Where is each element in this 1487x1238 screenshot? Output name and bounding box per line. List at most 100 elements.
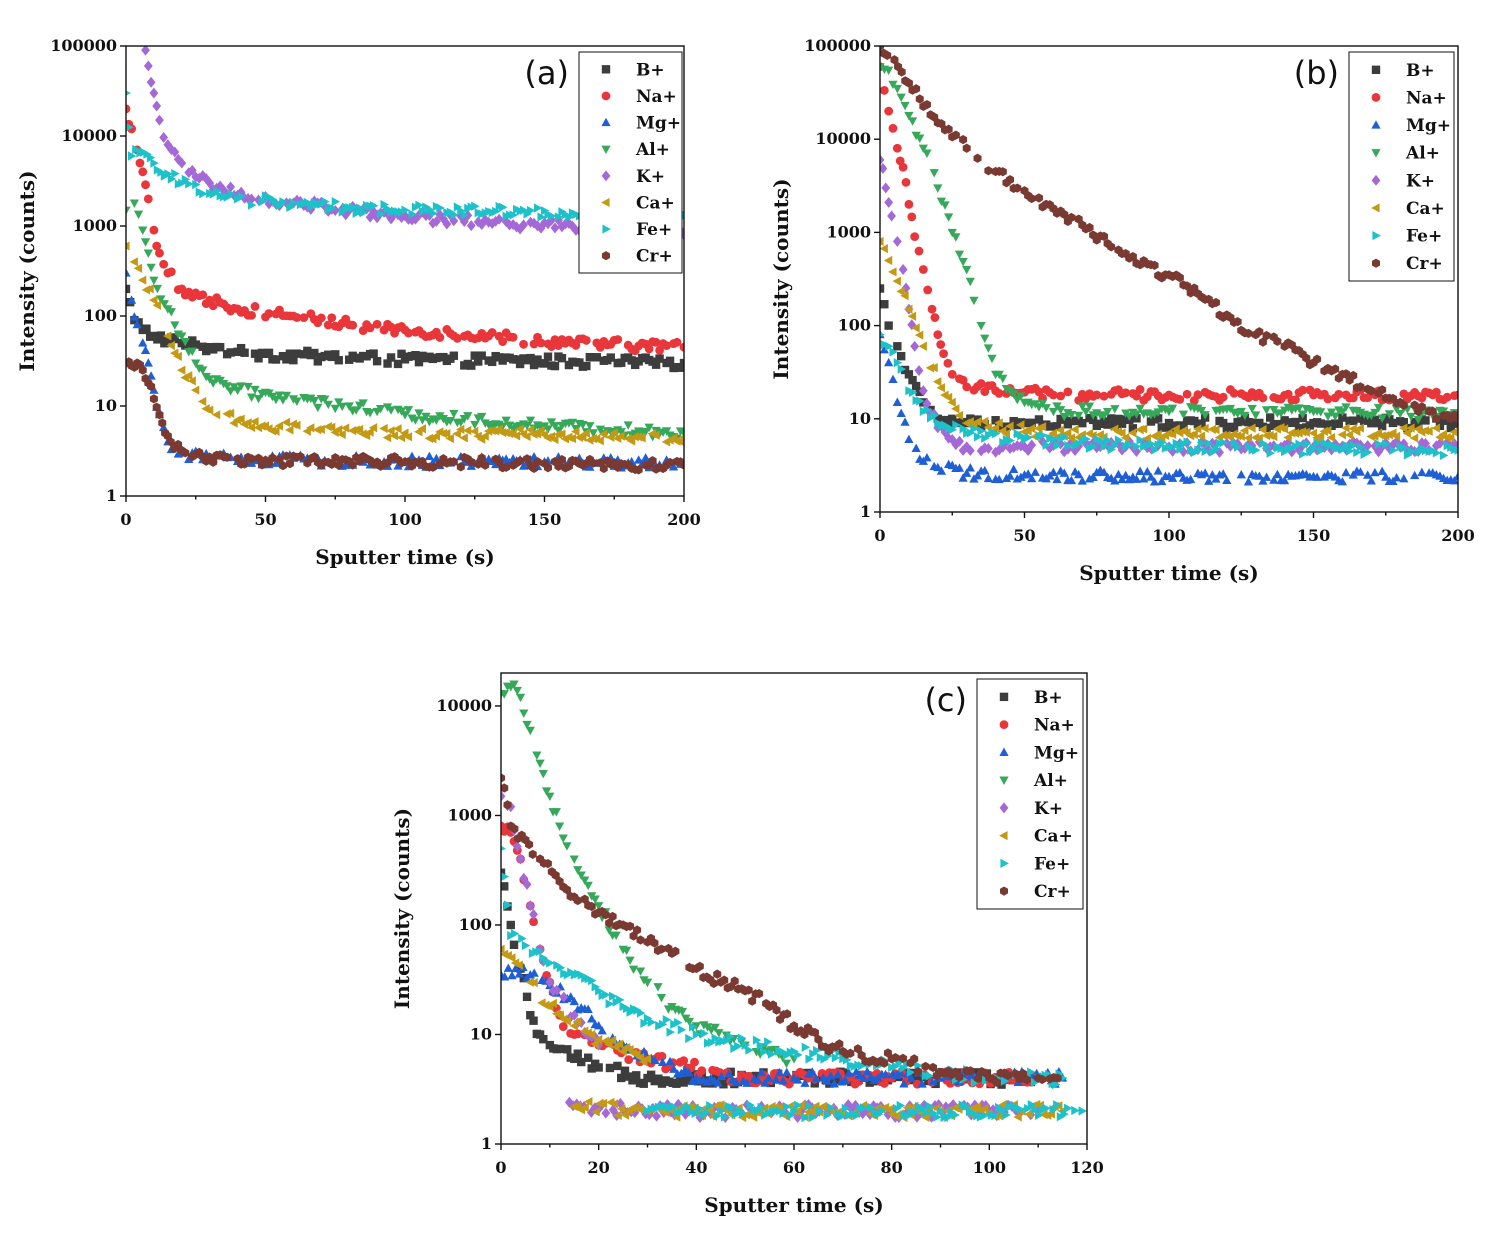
data-point <box>459 433 468 443</box>
data-point <box>1078 1106 1087 1116</box>
data-point <box>717 1106 726 1116</box>
data-point <box>137 275 147 285</box>
data-point <box>449 215 459 227</box>
data-point <box>509 680 519 689</box>
data-point <box>354 424 364 435</box>
data-point <box>1355 423 1365 433</box>
data-point <box>655 354 664 363</box>
data-point <box>411 350 420 360</box>
data-point <box>183 370 193 381</box>
data-point <box>1056 406 1066 415</box>
data-point <box>506 920 515 930</box>
data-point <box>724 1069 734 1078</box>
data-point <box>236 382 246 391</box>
data-point <box>959 134 968 145</box>
data-point <box>628 965 639 975</box>
data-point <box>386 406 396 415</box>
data-point <box>744 985 753 995</box>
data-point <box>651 430 660 440</box>
data-point <box>922 149 932 158</box>
series-Al-plus <box>501 680 799 1069</box>
data-point <box>1063 428 1072 438</box>
data-point <box>512 686 522 696</box>
data-point <box>580 1102 589 1113</box>
data-point <box>726 1031 735 1042</box>
legend-label: K+ <box>1406 171 1435 191</box>
data-point <box>1135 385 1145 394</box>
data-point <box>884 357 894 367</box>
data-point <box>197 396 207 407</box>
data-point <box>143 60 153 72</box>
data-point <box>135 158 145 168</box>
data-point <box>1120 433 1130 443</box>
y-tick-label: 10 <box>95 396 117 415</box>
data-point <box>143 358 153 367</box>
data-point <box>969 296 979 306</box>
data-point <box>915 94 924 104</box>
data-point <box>1067 212 1076 223</box>
data-point <box>979 416 989 426</box>
legend-label: Cr+ <box>636 247 673 267</box>
data-point <box>126 295 137 304</box>
data-point <box>185 179 194 189</box>
data-point <box>401 205 410 215</box>
data-point <box>1323 412 1333 421</box>
data-point <box>1319 426 1328 437</box>
data-point <box>679 434 684 440</box>
data-point <box>586 1029 596 1040</box>
data-point <box>756 1040 766 1051</box>
data-point <box>344 402 354 411</box>
data-point <box>1013 183 1022 193</box>
data-point <box>550 361 560 371</box>
data-point <box>323 320 333 330</box>
data-point <box>503 963 513 972</box>
data-point <box>581 336 591 345</box>
data-point <box>666 457 675 468</box>
x-tick-label: 100 <box>973 1158 1006 1177</box>
data-point <box>578 432 587 442</box>
data-point <box>962 265 972 275</box>
data-point <box>827 1102 836 1113</box>
data-point <box>126 284 131 294</box>
data-point <box>518 962 528 972</box>
data-point <box>1092 390 1102 400</box>
data-point <box>553 429 563 439</box>
data-point <box>555 1010 564 1020</box>
data-point <box>554 461 563 471</box>
data-point <box>720 975 729 985</box>
data-point <box>893 358 903 368</box>
data-point <box>1244 328 1253 339</box>
data-point <box>844 1068 854 1077</box>
legend: B+ Na+ Mg+ Al+ K+ Ca+ Fe+ Cr+ <box>578 51 683 274</box>
data-point <box>445 417 455 426</box>
data-point <box>1240 411 1250 421</box>
data-point <box>146 76 156 88</box>
data-point <box>1428 406 1437 416</box>
data-point <box>466 220 476 232</box>
data-point <box>1338 413 1347 422</box>
data-point <box>467 457 476 467</box>
data-point <box>1128 251 1137 262</box>
data-point <box>1000 1076 1010 1086</box>
data-point <box>473 216 483 228</box>
data-point <box>536 425 545 436</box>
data-point <box>143 249 153 258</box>
y-tick-label: 10 <box>849 409 871 428</box>
data-point <box>896 351 906 361</box>
data-point <box>1377 441 1387 453</box>
data-point <box>237 191 246 202</box>
data-point <box>595 436 604 446</box>
data-point <box>911 1107 920 1117</box>
data-point <box>1038 1074 1047 1085</box>
data-point <box>1370 467 1380 477</box>
data-point <box>333 424 343 435</box>
data-point <box>487 328 497 337</box>
data-point <box>933 1112 942 1122</box>
data-point <box>1308 428 1318 438</box>
data-point <box>846 1048 855 1058</box>
data-point <box>514 969 524 978</box>
data-point <box>1189 429 1198 440</box>
data-point <box>1258 337 1267 347</box>
data-point <box>933 330 943 340</box>
data-point <box>577 1057 586 1067</box>
